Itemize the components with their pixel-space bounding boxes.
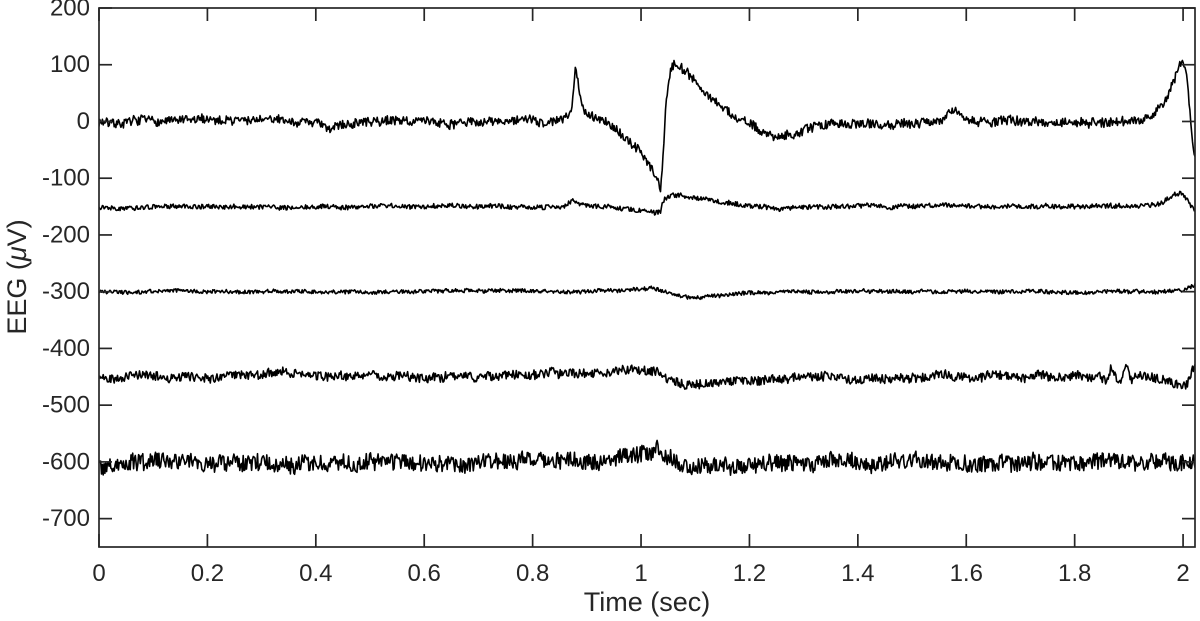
x-tick-label: 1.2 [733, 560, 766, 587]
x-tick-label: 1.4 [841, 560, 874, 587]
x-tick-label: 1 [634, 560, 647, 587]
x-tick-label: 0.8 [516, 560, 549, 587]
y-tick-label: 100 [50, 51, 90, 78]
eeg-trace-channel-3 [99, 282, 1195, 301]
x-tick-label: 1.6 [950, 560, 983, 587]
x-tick-label: 0 [92, 560, 105, 587]
y-tick-label: -700 [42, 505, 90, 532]
y-tick-label: 0 [77, 108, 90, 135]
axis-ticks [98, 7, 1195, 547]
y-tick-label: -600 [42, 448, 90, 475]
y-tick-label: -400 [42, 335, 90, 362]
axis-tick-labels: 0 0.2 0.4 0.6 0.8 1 1.2 1.4 1.6 1.8 2 200 100 0 -100 -2… [42, 0, 1190, 587]
y-tick-label: -300 [42, 278, 90, 305]
y-tick-label: -500 [42, 392, 90, 419]
eeg-trace-channel-5 [99, 439, 1195, 477]
eeg-trace-channel-4 [99, 363, 1195, 391]
y-tick-label: 200 [50, 0, 90, 22]
y-axis-title: EEG (μV) [2, 219, 32, 334]
x-tick-label: 0.4 [299, 560, 332, 587]
y-tick-label: -200 [42, 221, 90, 248]
eeg-trace-channel-2 [99, 190, 1195, 216]
x-axis-title: Time (sec) [584, 587, 711, 617]
x-tick-label: 0.2 [191, 560, 224, 587]
x-tick-label: 2 [1176, 560, 1189, 587]
y-tick-label: -100 [42, 165, 90, 192]
axes-box [98, 7, 1196, 548]
x-tick-label: 1.8 [1058, 560, 1091, 587]
eeg-trace-channel-1 [99, 59, 1195, 193]
x-tick-label: 0.6 [408, 560, 441, 587]
eeg-traces [99, 59, 1195, 477]
